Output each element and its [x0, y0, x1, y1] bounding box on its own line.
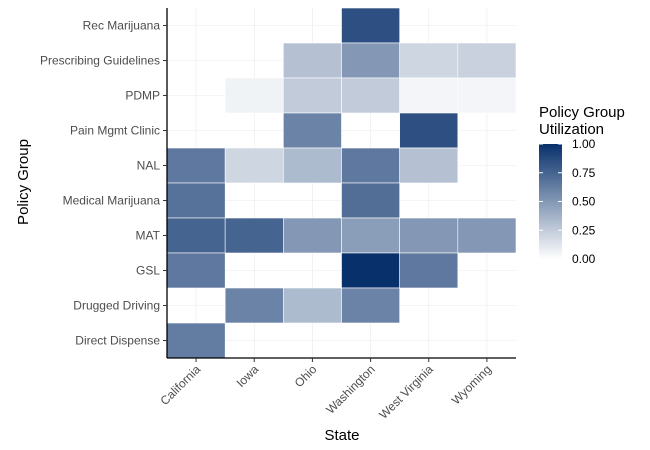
y-tick-label: Direct Dispense	[75, 334, 160, 348]
heatmap-cell	[283, 147, 342, 184]
heatmap-cell	[283, 217, 342, 254]
heatmap-cell	[166, 182, 226, 219]
legend-ticks: 1.00 0.75 0.50 0.25 0.00	[539, 137, 596, 266]
x-tick-label: Ohio	[292, 362, 320, 390]
y-axis-title: Policy Group	[15, 139, 32, 225]
heatmap-cell	[457, 77, 517, 114]
y-tick-label: Medical Marijuana	[63, 194, 161, 208]
x-tick-label: California	[157, 362, 203, 408]
heatmap-cell	[341, 217, 400, 254]
y-tick-label: Prescribing Guidelines	[40, 54, 160, 68]
legend-tick-label: 0.25	[572, 223, 596, 237]
y-tick-label: NAL	[137, 159, 161, 173]
heatmap-cell	[457, 217, 517, 254]
x-tick-label: Wyoming	[449, 362, 494, 407]
x-tick-label: West Virginia	[376, 362, 436, 422]
legend-title-line-1: Policy Group	[539, 104, 625, 121]
x-tick-label: Iowa	[234, 362, 262, 390]
heatmap-cell	[166, 217, 226, 254]
heatmap-cell	[341, 7, 400, 44]
heatmap-cell	[341, 147, 400, 184]
legend-tick-label: 0.75	[572, 166, 596, 180]
y-tick-labels: Rec Marijuana Prescribing Guidelines PDMP P…	[40, 19, 161, 348]
legend: Policy Group Utilization 1.00 0.75 0.50 0.2…	[539, 104, 625, 266]
heatmap-cell	[224, 147, 284, 184]
heatmap-cell	[166, 252, 226, 289]
y-tick-label: MAT	[136, 229, 161, 243]
heatmap-cell	[341, 287, 400, 324]
heatmap-cell	[341, 77, 400, 114]
heatmap-cell	[399, 42, 459, 79]
heatmap-cell	[283, 77, 342, 114]
y-tick-label: Drugged Driving	[73, 299, 160, 313]
y-tick-label: PDMP	[125, 89, 160, 103]
heatmap-cell	[399, 252, 459, 289]
heatmap-cell	[283, 287, 342, 324]
y-tick-label: Pain Mgmt Clinic	[70, 124, 160, 138]
heatmap-cell	[224, 217, 284, 254]
legend-tick-label: 1.00	[572, 137, 596, 151]
y-tick-label: GSL	[136, 264, 160, 278]
heatmap-cell	[399, 217, 459, 254]
heatmap-cell	[399, 147, 459, 184]
heatmap-cell	[283, 42, 342, 79]
heatmap-cell	[224, 287, 284, 324]
y-tick-label: Rec Marijuana	[83, 19, 161, 33]
heatmap-cell	[166, 147, 226, 184]
axes	[163, 8, 516, 362]
x-tick-label: Washington	[323, 362, 377, 416]
heatmap-tiles	[166, 7, 517, 359]
heatmap-cell	[283, 112, 342, 149]
heatmap-cell	[166, 322, 226, 359]
heatmap-cell	[341, 252, 400, 289]
legend-colorbar	[539, 144, 562, 259]
heatmap-cell	[399, 77, 459, 114]
heatmap-cell	[341, 182, 400, 219]
heatmap-cell	[399, 112, 459, 149]
x-axis-title: State	[324, 427, 359, 444]
heatmap-cell	[224, 77, 284, 114]
legend-tick-label: 0.00	[572, 252, 596, 266]
heatmap-cell	[341, 42, 400, 79]
legend-tick-label: 0.50	[572, 195, 596, 209]
heatmap-cell	[457, 42, 517, 79]
legend-title-line-2: Utilization	[539, 121, 604, 138]
